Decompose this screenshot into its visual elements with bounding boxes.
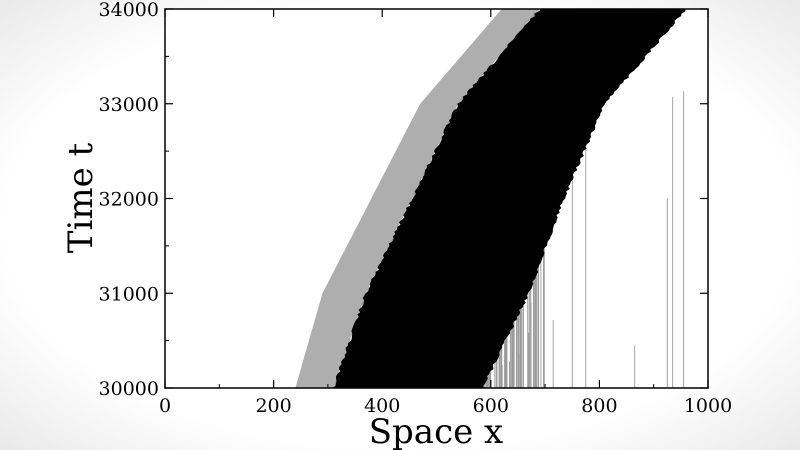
- y-axis-ticks: 30000 31000 32000 33000 34000: [99, 0, 708, 400]
- jam-band: [332, 9, 686, 388]
- x-tick-label: 1000: [684, 395, 732, 417]
- gray-dense-region: [295, 9, 540, 388]
- y-tick-label: 32000: [99, 189, 159, 211]
- x-tick-label: 200: [255, 395, 291, 417]
- x-tick-label: 400: [364, 395, 400, 417]
- y-tick-label: 34000: [99, 0, 159, 21]
- x-tick-label: 0: [159, 395, 171, 417]
- y-tick-label: 33000: [99, 94, 159, 116]
- x-axis-label: Space x: [369, 412, 503, 450]
- x-tick-label: 800: [581, 395, 617, 417]
- y-axis-label: Time t: [61, 142, 101, 253]
- y-tick-label: 31000: [99, 283, 159, 305]
- y-tick-label: 30000: [99, 378, 159, 400]
- plot-content: [295, 9, 686, 388]
- x-axis-ticks: 0 200 400 600 800 1000: [159, 9, 732, 417]
- x-tick-label: 600: [473, 395, 509, 417]
